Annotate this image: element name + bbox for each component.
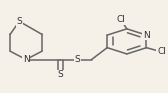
Text: S: S: [74, 55, 80, 64]
Text: N: N: [143, 31, 150, 40]
Text: S: S: [58, 70, 63, 79]
Text: S: S: [16, 17, 22, 26]
Text: Cl: Cl: [117, 16, 125, 24]
Text: Cl: Cl: [157, 47, 166, 56]
Text: N: N: [23, 55, 29, 64]
